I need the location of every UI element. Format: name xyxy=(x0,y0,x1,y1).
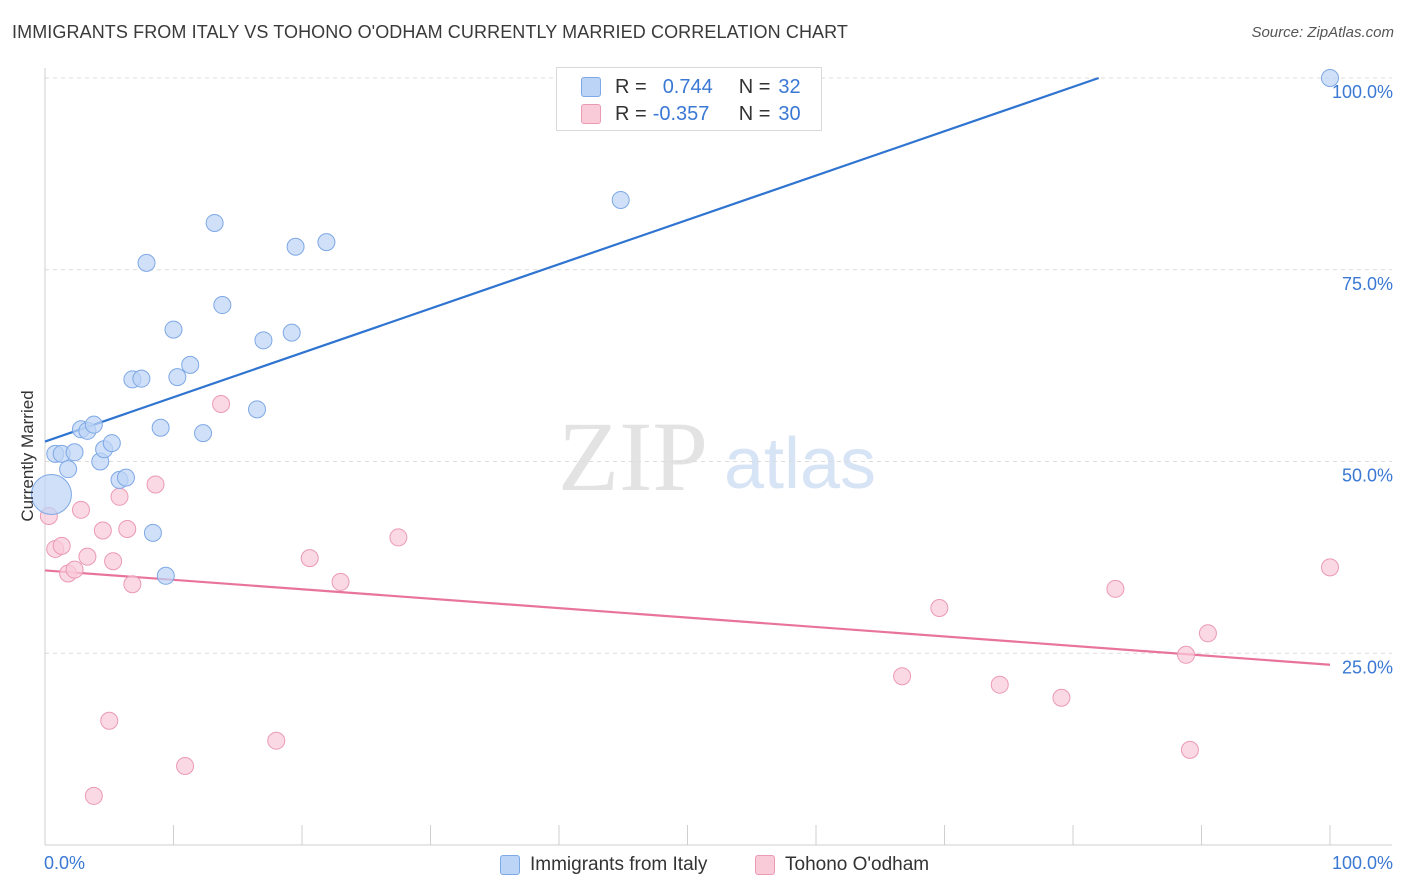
tohono-point xyxy=(110,487,129,506)
tohono-point xyxy=(267,731,286,750)
italy-point xyxy=(102,434,121,453)
axes xyxy=(44,68,1392,846)
x-tick-label: 100.0% xyxy=(1332,853,1393,873)
italy-point xyxy=(137,253,156,272)
tohono-point xyxy=(1052,688,1071,707)
tohono-point xyxy=(104,552,123,571)
watermark-zip: ZIP xyxy=(558,401,708,512)
data-points xyxy=(30,69,1339,805)
italy-point xyxy=(213,296,232,315)
tohono-point xyxy=(118,519,137,538)
legend-row-italy: R = 0.744 N = 32 xyxy=(581,74,801,100)
tohono-point xyxy=(71,500,90,519)
tohono-point xyxy=(1198,624,1217,643)
tohono-point xyxy=(990,675,1009,694)
tick-labels: 25.0% 50.0% 75.0% 100.0% 0.0% 100.0% xyxy=(44,82,1393,873)
blue-swatch-icon xyxy=(581,77,601,97)
x-tick-label: 0.0% xyxy=(44,853,85,873)
tohono-point xyxy=(389,528,408,547)
italy-point xyxy=(65,443,84,462)
gridlines xyxy=(45,77,1392,654)
italy-point xyxy=(282,323,301,342)
trend-line xyxy=(44,76,1100,443)
italy-point xyxy=(168,368,187,387)
tohono-point xyxy=(212,394,231,413)
italy-point xyxy=(151,418,170,437)
r-label: R = xyxy=(615,102,647,125)
pink-swatch-icon xyxy=(581,104,601,124)
tohono-point xyxy=(93,521,112,540)
italy-point xyxy=(254,331,273,350)
chart-title: IMMIGRANTS FROM ITALY VS TOHONO O'ODHAM … xyxy=(12,22,849,42)
tohono-point xyxy=(100,711,119,730)
tohono-point xyxy=(78,547,97,566)
tohono-point xyxy=(84,786,103,805)
tohono-point xyxy=(146,475,165,494)
italy-point xyxy=(181,355,200,374)
italy-point xyxy=(286,237,305,256)
tohono-point xyxy=(930,598,949,617)
tohono-point xyxy=(123,575,142,594)
trend-line xyxy=(44,569,1331,666)
tohono-point xyxy=(1177,645,1196,664)
y-tick-label: 100.0% xyxy=(1332,82,1393,102)
r-label: R = xyxy=(615,75,647,98)
italy-point xyxy=(194,424,213,443)
legend-label: Tohono O'odham xyxy=(785,854,930,875)
y-tick-label: 75.0% xyxy=(1342,274,1393,294)
legend-row-tohono: R = -0.357 N = 30 xyxy=(581,101,801,127)
r-value: -0.357 xyxy=(652,102,710,125)
y-axis-label: Currently Married xyxy=(18,390,37,522)
italy-point xyxy=(611,190,630,209)
tohono-point xyxy=(300,549,319,568)
italy-point xyxy=(205,213,224,232)
source-attribution: Source: ZipAtlas.com xyxy=(1251,24,1394,41)
n-value: 32 xyxy=(778,75,801,98)
italy-point xyxy=(84,415,103,434)
italy-point xyxy=(164,320,183,339)
stats-legend: R = 0.744 N = 32 R = -0.357 N = 30 xyxy=(556,67,822,131)
n-label: N = xyxy=(738,75,771,98)
italy-point xyxy=(1321,69,1339,87)
italy-point xyxy=(116,468,135,487)
italy-point xyxy=(248,400,267,419)
r-value: 0.744 xyxy=(662,75,713,98)
tohono-point xyxy=(331,572,350,591)
tohono-point xyxy=(1321,558,1339,577)
watermark-atlas: atlas xyxy=(724,424,876,504)
tohono-point xyxy=(1106,579,1125,598)
italy-point xyxy=(30,473,72,515)
italy-point xyxy=(143,523,162,542)
watermark: ZIP atlas xyxy=(558,401,876,512)
pink-swatch-icon xyxy=(755,855,775,875)
tohono-point xyxy=(1180,740,1199,759)
tohono-point xyxy=(52,536,71,555)
y-tick-label: 50.0% xyxy=(1342,466,1393,486)
tohono-point xyxy=(65,560,84,579)
italy-point xyxy=(59,460,78,479)
italy-point xyxy=(132,369,151,388)
n-value: 30 xyxy=(778,102,801,125)
tohono-point xyxy=(893,667,912,686)
blue-swatch-icon xyxy=(500,855,520,875)
trend-lines xyxy=(44,76,1331,666)
y-tick-label: 25.0% xyxy=(1342,657,1393,677)
italy-point xyxy=(317,233,336,252)
n-label: N = xyxy=(738,102,771,125)
tohono-point xyxy=(176,756,195,775)
italy-point xyxy=(156,566,175,585)
legend-label: Immigrants from Italy xyxy=(530,854,708,875)
legend-item-italy: Immigrants from Italy xyxy=(500,852,707,878)
legend-item-tohono: Tohono O'odham xyxy=(755,852,929,878)
